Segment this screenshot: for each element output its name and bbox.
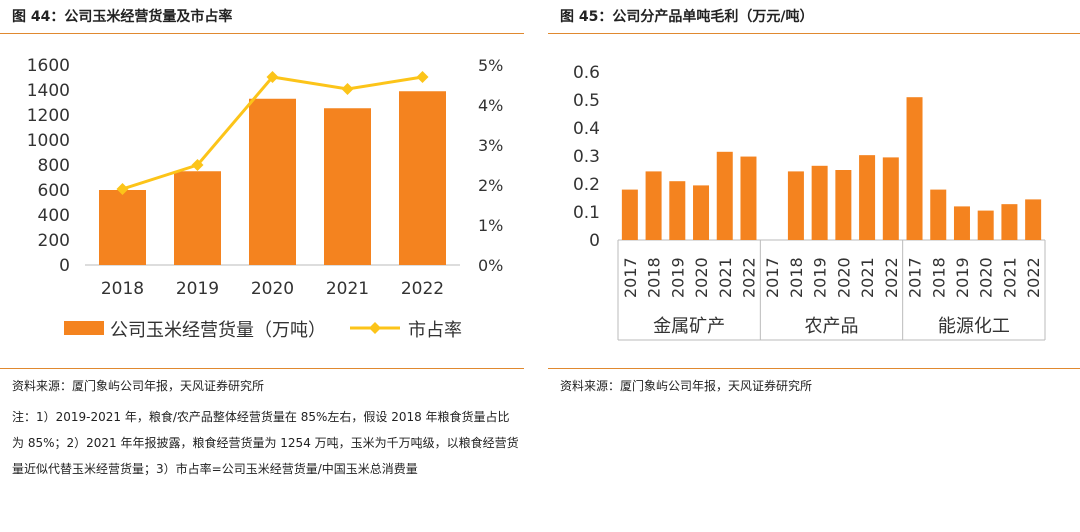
bar <box>1001 204 1018 240</box>
y2-tick-label: 2% <box>478 176 503 195</box>
y-tick-label: 0.5 <box>573 91 600 111</box>
bar <box>906 97 923 240</box>
x-tick-label: 2021 <box>858 257 877 298</box>
left-figure-title: 图 44：公司玉米经营货量及市占率 <box>12 9 233 25</box>
x-tick-label: 2018 <box>101 279 144 299</box>
x-tick-label: 2019 <box>811 257 830 298</box>
line-point <box>191 159 204 171</box>
bar <box>693 185 710 240</box>
right-source-rule <box>548 368 1080 369</box>
y2-tick-label: 0% <box>478 256 503 275</box>
bar <box>977 210 994 240</box>
bar <box>99 190 146 265</box>
y-tick-label: 0 <box>59 256 70 276</box>
legend-label-bar: 公司玉米经营货量（万吨） <box>110 320 326 341</box>
x-tick-label: 2022 <box>882 257 901 298</box>
bar <box>669 181 686 240</box>
x-tick-label: 2020 <box>251 279 294 299</box>
x-tick-label: 2021 <box>716 257 735 298</box>
y-tick-label: 0.2 <box>573 175 600 195</box>
bar <box>399 91 446 265</box>
x-tick-label: 2019 <box>176 279 219 299</box>
x-tick-label: 2019 <box>668 257 687 298</box>
line-point <box>416 71 429 83</box>
right-source: 资料来源：厦门象屿公司年报，天风证券研究所 <box>560 379 813 393</box>
x-tick-label: 2020 <box>834 257 853 298</box>
group-label: 能源化工 <box>938 316 1010 337</box>
bar <box>859 155 876 240</box>
x-tick-label: 2019 <box>953 257 972 298</box>
x-tick-label: 2021 <box>326 279 369 299</box>
y-tick-label: 400 <box>38 206 70 226</box>
right-title-rule <box>548 33 1080 34</box>
bar <box>953 206 970 240</box>
x-tick-label: 2017 <box>621 257 640 298</box>
line-point <box>116 183 129 195</box>
x-tick-label: 2022 <box>1024 257 1043 298</box>
line-point <box>266 71 279 83</box>
y-tick-label: 0.1 <box>573 203 600 223</box>
bar <box>1025 199 1042 240</box>
x-tick-label: 2022 <box>739 257 758 298</box>
y-tick-label: 1200 <box>27 106 70 126</box>
bar <box>645 171 662 240</box>
y-tick-label: 0.6 <box>573 63 600 83</box>
x-tick-label: 2021 <box>1000 257 1019 298</box>
y2-tick-label: 5% <box>478 56 503 75</box>
y2-tick-label: 1% <box>478 216 503 235</box>
x-tick-label: 2018 <box>929 257 948 298</box>
left-source: 资料来源：厦门象屿公司年报，天风证券研究所 <box>12 379 265 393</box>
bar <box>930 189 947 240</box>
x-tick-label: 2017 <box>763 257 782 298</box>
y-tick-label: 1000 <box>27 131 70 151</box>
bar <box>174 171 221 265</box>
y-tick-label: 600 <box>38 181 70 201</box>
x-tick-label: 2020 <box>977 257 996 298</box>
bar <box>740 156 757 240</box>
left-chart: 0 200 400 600 800 1000 1200 1400 1600 0% 1% 2% 3% 4% 5… <box>27 56 504 341</box>
y-tick-label: 0.4 <box>573 119 600 139</box>
legend-swatch-bar <box>64 321 104 335</box>
x-tick-label: 2022 <box>401 279 444 299</box>
group-label: 农产品 <box>805 316 859 337</box>
x-tick-label: 2020 <box>692 257 711 298</box>
x-tick-label: 2018 <box>787 257 806 298</box>
left-source-rule <box>0 368 524 369</box>
line-point <box>341 83 354 95</box>
y-tick-label: 800 <box>38 156 70 176</box>
bar <box>787 171 804 240</box>
legend-marker-line <box>369 322 381 334</box>
legend-label-line: 市占率 <box>408 320 462 341</box>
bar <box>835 170 852 240</box>
bar <box>811 165 828 240</box>
group-label: 金属矿产 <box>653 316 725 337</box>
bar <box>249 98 296 265</box>
left-note: 注：1）2019-2021 年，粮食/农产品整体经营货量在 85%左右，假设 2… <box>12 410 519 476</box>
right-figure-title: 图 45：公司分产品单吨毛利（万元/吨） <box>560 9 814 25</box>
x-tick-label: 2018 <box>645 257 664 298</box>
y2-tick-label: 4% <box>478 96 503 115</box>
y-tick-label: 0.3 <box>573 147 600 167</box>
y-tick-label: 200 <box>38 231 70 251</box>
y2-tick-label: 3% <box>478 136 503 155</box>
bar <box>716 151 733 240</box>
y-tick-label: 1600 <box>27 56 70 76</box>
left-title-rule <box>0 33 524 34</box>
bar <box>882 157 899 240</box>
bar <box>621 189 638 240</box>
bar <box>324 108 371 265</box>
y-tick-label: 1400 <box>27 81 70 101</box>
y-tick-label: 0 <box>589 231 600 251</box>
x-tick-label: 2017 <box>906 257 925 298</box>
